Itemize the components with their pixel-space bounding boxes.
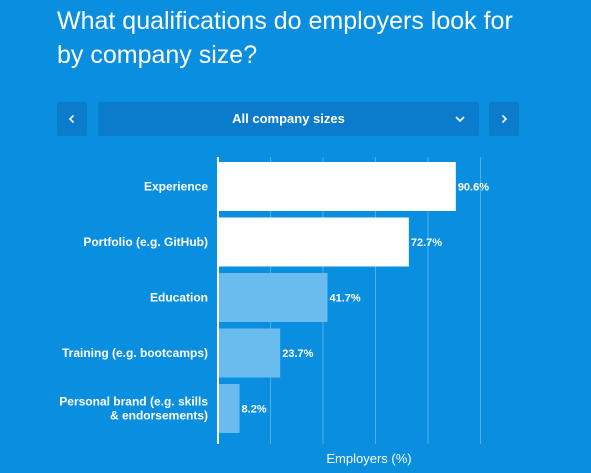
chevron-left-icon	[68, 114, 75, 124]
bar	[218, 384, 240, 433]
category-label: & endorsements)	[110, 409, 208, 423]
data-label: 8.2%	[242, 404, 267, 416]
chart-title-line-1: What qualifications do employers look fo…	[57, 7, 513, 35]
category-label: Portfolio (e.g. GitHub)	[83, 235, 208, 249]
data-label: 90.6%	[458, 182, 489, 194]
bar	[218, 217, 409, 267]
chart-title: What qualifications do employers look fo…	[57, 4, 557, 72]
category-label: Education	[150, 291, 208, 305]
data-label: 23.7%	[282, 348, 313, 360]
category-label: Experience	[144, 180, 208, 194]
x-axis-title: Employers (%)	[326, 451, 411, 466]
chevron-down-icon	[455, 116, 465, 123]
category-label: Personal brand (e.g. skills	[59, 395, 208, 409]
chart-title-line-2: by company size?	[57, 41, 258, 69]
company-size-select-value: All company sizes	[232, 111, 345, 126]
previous-button[interactable]	[57, 102, 87, 136]
chevron-right-icon	[501, 114, 508, 124]
bar	[218, 162, 456, 211]
data-label: 72.7%	[411, 237, 442, 249]
bar	[218, 328, 281, 378]
data-label: 41.7%	[329, 293, 360, 305]
bar	[218, 273, 328, 322]
next-button[interactable]	[489, 102, 519, 136]
company-size-select[interactable]: All company sizes	[98, 102, 479, 136]
category-label: Training (e.g. bootcamps)	[62, 346, 208, 360]
